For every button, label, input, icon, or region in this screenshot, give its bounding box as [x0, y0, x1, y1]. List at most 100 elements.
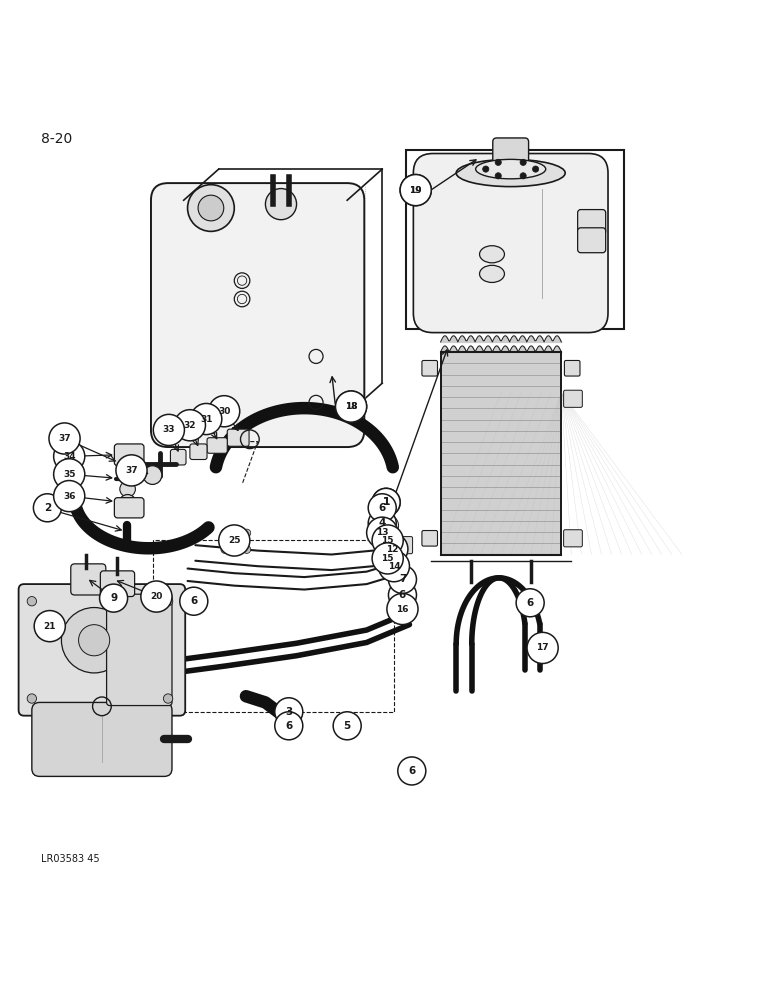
FancyBboxPatch shape [115, 444, 144, 466]
Circle shape [372, 543, 403, 574]
Text: 9: 9 [110, 593, 117, 603]
Ellipse shape [480, 246, 505, 263]
Circle shape [495, 159, 502, 165]
Circle shape [333, 712, 361, 740]
Circle shape [377, 533, 408, 565]
Circle shape [154, 414, 184, 445]
Bar [406, 150, 623, 329]
Circle shape [335, 391, 367, 422]
Text: 17: 17 [537, 643, 549, 652]
Text: 6: 6 [408, 766, 416, 776]
Circle shape [34, 494, 62, 522]
Circle shape [520, 173, 526, 179]
Circle shape [164, 597, 172, 606]
Circle shape [79, 625, 110, 656]
Circle shape [179, 587, 207, 615]
Circle shape [164, 694, 172, 703]
Text: 30: 30 [218, 407, 230, 416]
Circle shape [198, 195, 224, 221]
Circle shape [243, 546, 250, 553]
Text: 25: 25 [228, 536, 240, 545]
FancyBboxPatch shape [227, 429, 249, 446]
FancyBboxPatch shape [393, 572, 412, 587]
FancyBboxPatch shape [101, 571, 135, 597]
Circle shape [520, 159, 526, 165]
FancyBboxPatch shape [19, 584, 185, 716]
Circle shape [387, 593, 418, 625]
Circle shape [388, 565, 417, 593]
Circle shape [516, 589, 544, 617]
Circle shape [378, 551, 410, 582]
Text: 3: 3 [285, 707, 292, 717]
Circle shape [367, 517, 398, 548]
Circle shape [120, 481, 136, 497]
FancyBboxPatch shape [71, 564, 106, 595]
Text: 2: 2 [44, 503, 51, 513]
Text: 1: 1 [382, 497, 390, 507]
Text: 33: 33 [162, 425, 176, 434]
Circle shape [226, 532, 245, 551]
Circle shape [372, 488, 400, 516]
Circle shape [533, 166, 539, 172]
Circle shape [190, 403, 222, 435]
Text: 15: 15 [381, 536, 394, 545]
Text: 32: 32 [183, 421, 196, 430]
Text: 1: 1 [382, 497, 390, 507]
FancyBboxPatch shape [207, 438, 227, 453]
FancyBboxPatch shape [393, 587, 412, 603]
Text: 18: 18 [345, 402, 357, 411]
Circle shape [116, 455, 147, 486]
Circle shape [208, 396, 239, 427]
Circle shape [100, 584, 128, 612]
Circle shape [275, 698, 303, 726]
Circle shape [368, 494, 396, 522]
FancyBboxPatch shape [564, 530, 583, 547]
Circle shape [495, 173, 502, 179]
Circle shape [221, 546, 229, 553]
FancyBboxPatch shape [422, 531, 438, 546]
Text: 20: 20 [151, 592, 162, 601]
Circle shape [376, 525, 395, 544]
FancyBboxPatch shape [413, 154, 608, 333]
Circle shape [376, 533, 398, 555]
FancyBboxPatch shape [393, 601, 412, 617]
Bar [153, 540, 394, 712]
Circle shape [49, 423, 80, 454]
Ellipse shape [480, 265, 505, 282]
Circle shape [377, 515, 399, 537]
Text: LR03583 45: LR03583 45 [41, 854, 100, 864]
Circle shape [483, 166, 489, 172]
Text: 7: 7 [399, 574, 406, 584]
Text: 12: 12 [386, 545, 399, 554]
Text: 6: 6 [378, 503, 386, 513]
Circle shape [335, 391, 367, 422]
Text: 35: 35 [63, 470, 76, 479]
Text: 13: 13 [376, 528, 388, 537]
Circle shape [265, 189, 296, 220]
FancyBboxPatch shape [107, 594, 172, 706]
Circle shape [144, 466, 162, 484]
Text: 18: 18 [345, 402, 357, 411]
Circle shape [368, 509, 396, 537]
FancyBboxPatch shape [493, 138, 529, 169]
Circle shape [218, 525, 250, 556]
Text: 6: 6 [526, 598, 534, 608]
Circle shape [275, 712, 303, 740]
Text: 6: 6 [399, 590, 406, 600]
Text: 6: 6 [285, 721, 292, 731]
Text: 15: 15 [381, 554, 394, 563]
Circle shape [398, 757, 426, 785]
Text: 37: 37 [58, 434, 71, 443]
Text: 8-20: 8-20 [41, 132, 73, 146]
Text: 4: 4 [378, 518, 386, 528]
Circle shape [62, 608, 127, 673]
Text: 6: 6 [190, 596, 197, 606]
Circle shape [388, 581, 417, 609]
Circle shape [388, 570, 407, 589]
Text: 5: 5 [343, 721, 351, 731]
FancyBboxPatch shape [190, 444, 207, 460]
Text: 21: 21 [44, 622, 56, 631]
FancyBboxPatch shape [171, 449, 186, 465]
Circle shape [383, 561, 402, 579]
FancyBboxPatch shape [578, 210, 606, 234]
